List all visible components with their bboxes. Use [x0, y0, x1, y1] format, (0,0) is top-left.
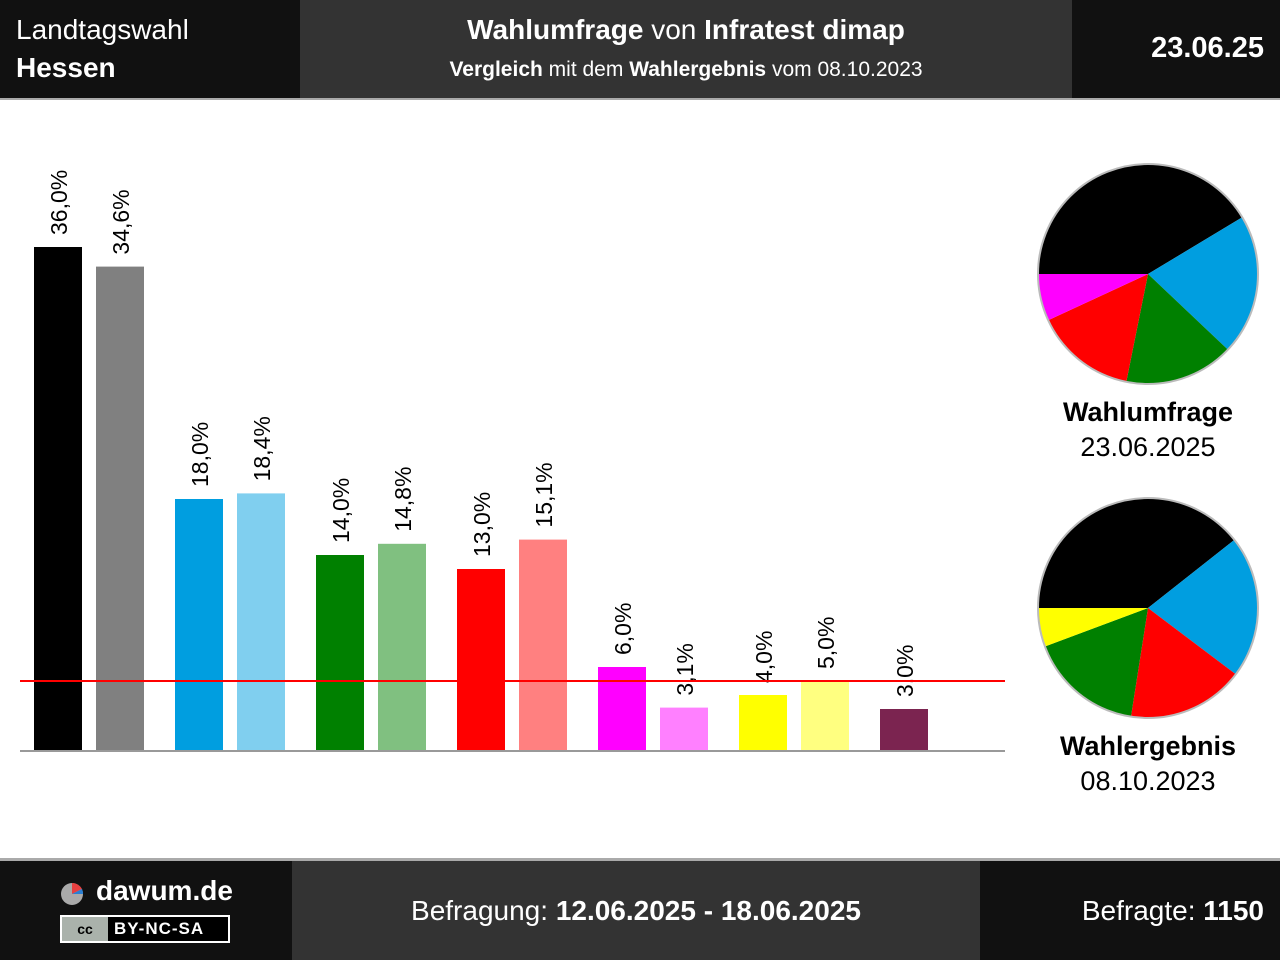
header-divider	[0, 98, 1280, 100]
bar-fdp-poll	[739, 695, 787, 751]
election-state: Hessen	[16, 52, 116, 83]
bar-value-label: 3,0%	[892, 645, 918, 697]
pie-date: 08.10.2023	[1080, 766, 1215, 796]
pie-slice-spd	[1048, 274, 1148, 382]
license-badge: cc BY-NC-SA	[60, 915, 230, 943]
category-label: Linke	[619, 756, 687, 760]
header-bar: Landtagswahl Hessen Wahlumfrage von Infr…	[0, 0, 1280, 98]
license-text: BY-NC-SA	[114, 919, 205, 938]
pie-slice-cdu	[1038, 164, 1243, 274]
pie-outline	[1037, 497, 1259, 719]
bar-linke-result	[660, 707, 708, 751]
bar-spd-result	[519, 539, 567, 751]
footer-divider	[0, 858, 1280, 861]
bar-value-label: 14,8%	[390, 467, 416, 532]
bar-value-label: 6,0%	[610, 603, 636, 655]
bar-value-label: 4,0%	[751, 631, 777, 683]
pie-slice-afd	[1148, 539, 1258, 675]
bar-fdp-result	[801, 681, 849, 751]
brand-name[interactable]: dawum.de	[96, 875, 233, 906]
bar-value-label: 18,0%	[187, 422, 213, 487]
poll-title: Wahlumfrage von Infratest dimap	[467, 14, 905, 45]
pie-slice-cdu	[1038, 498, 1235, 608]
footer-bar: dawum.de cc BY-NC-SA Befragung: 12.06.20…	[0, 861, 1280, 960]
pie-slice-spd	[1130, 608, 1236, 718]
bar-grüne-poll	[316, 555, 364, 751]
bar-value-label: 36,0%	[46, 170, 72, 235]
bar-grüne-result	[378, 543, 426, 751]
bar-cdu-result	[96, 266, 144, 751]
bar-cdu-poll	[34, 247, 82, 751]
election-type: Landtagswahl	[16, 14, 189, 45]
category-label: FDP	[768, 756, 820, 760]
survey-period: Befragung: 12.06.2025 - 18.06.2025	[411, 895, 861, 926]
category-label: BSW	[905, 756, 966, 760]
period-panel: Befragung: 12.06.2025 - 18.06.2025	[292, 861, 980, 960]
bar-value-label: 14,0%	[328, 478, 354, 543]
bar-spd-poll	[457, 569, 505, 751]
pie-title: Wahlergebnis	[1060, 731, 1236, 761]
brand-panel: dawum.de cc BY-NC-SA	[0, 861, 292, 960]
bar-value-label: 5,0%	[813, 617, 839, 669]
category-label: AfD	[207, 756, 253, 760]
bar-value-label: 13,0%	[469, 492, 495, 557]
pie-slice-grüne	[1126, 274, 1228, 384]
category-label: CDU	[61, 756, 117, 760]
category-label: SPD	[485, 756, 538, 760]
sample-panel: Befragte: 1150	[980, 861, 1280, 960]
pie-date: 23.06.2025	[1080, 432, 1215, 462]
pie-outline	[1037, 163, 1259, 385]
pie-slice-fdp	[1038, 608, 1148, 647]
election-panel: Landtagswahl Hessen	[0, 0, 300, 98]
bar-afd-poll	[175, 499, 223, 751]
pie-charts: Wahlumfrage 23.06.2025 Wahlergebnis 08.10.2…	[1037, 163, 1259, 796]
pie-slice-grüne	[1044, 608, 1148, 717]
bar-afd-result	[237, 493, 285, 751]
poll-subtitle: Vergleich mit dem Wahlergebnis vom 08.10…	[449, 58, 923, 81]
pie-slice-afd	[1148, 217, 1258, 350]
pie-slice-linke	[1038, 274, 1148, 321]
category-label: Grüne	[333, 756, 410, 760]
bar-value-label: 18,4%	[249, 416, 275, 481]
date-panel: 23.06.25	[1072, 0, 1280, 98]
bar-linke-poll	[598, 667, 646, 751]
bar-chart: 36,0%34,6%CDU+1,418,0%18,4%AfD−0,414,0%1…	[20, 170, 1005, 760]
title-panel: Wahlumfrage von Infratest dimap Vergleic…	[300, 0, 1072, 98]
sample-size: Befragte: 1150	[1081, 895, 1264, 926]
poll-date: 23.06.25	[1151, 32, 1264, 64]
bar-value-label: 15,1%	[531, 462, 557, 527]
bar-value-label: 34,6%	[108, 189, 134, 254]
dawum-logo-icon	[61, 882, 84, 905]
pie-title: Wahlumfrage	[1063, 397, 1233, 427]
bar-value-label: 3,1%	[672, 643, 698, 695]
cc-icon: cc	[62, 917, 108, 941]
bar-bsw-poll	[880, 709, 928, 751]
